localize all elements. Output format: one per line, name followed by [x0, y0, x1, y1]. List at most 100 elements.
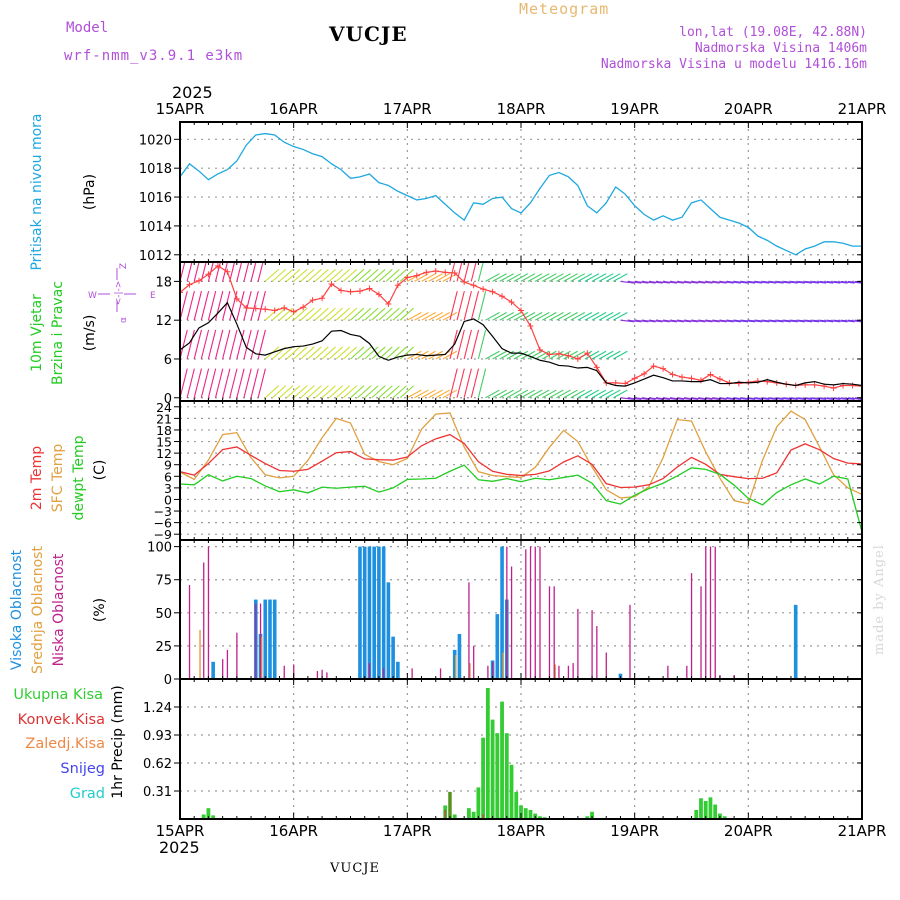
wind-gust-marker: [195, 277, 202, 284]
wind-arrow: [684, 319, 699, 323]
wind-arrow: [783, 319, 798, 323]
wind-gust-marker: [375, 291, 382, 298]
wind-arrow: [186, 368, 195, 398]
precip-total-bar: [703, 800, 708, 819]
cloud-high-bar: [362, 546, 367, 679]
wind-arrow: [819, 397, 834, 400]
cloud-high-bar: [793, 604, 798, 679]
wind-arrow: [534, 389, 550, 399]
wind-arrow: [186, 329, 195, 360]
precip-conv-bar: [449, 791, 451, 819]
wind-gust-marker: [309, 297, 316, 304]
wind-gust-marker: [754, 377, 761, 384]
wind-arrow: [279, 385, 294, 399]
wind-gust-marker: [499, 293, 506, 300]
precip-total-bar: [476, 787, 481, 819]
wind-arrow: [613, 311, 628, 321]
wind-arrow: [705, 397, 720, 400]
precip-total-bar: [519, 805, 523, 819]
temp-dewpt-axis-title: dewpt Temp: [71, 435, 87, 520]
wind-arrow: [378, 385, 393, 399]
precip-unit: 1hr Precip (mm): [110, 685, 126, 798]
wind-arrow: [477, 290, 487, 321]
wind-arrow: [456, 290, 465, 321]
wind-arrow: [456, 368, 465, 398]
wind-arrow: [563, 273, 578, 282]
cloud-low-bar: [411, 668, 413, 679]
pressure-axis-title: Pritisak na nivou mora: [29, 113, 45, 270]
wind-arrow: [620, 319, 635, 323]
wind-arrow: [485, 311, 500, 321]
wind-arrow: [734, 397, 749, 400]
wind-arrow: [442, 389, 458, 399]
wind-arrow: [222, 368, 231, 398]
wind-arrow: [364, 268, 379, 282]
wind-arrow: [655, 280, 670, 284]
wind-arrow: [634, 319, 649, 323]
x-tick-label-bottom: 15APR: [156, 822, 205, 840]
wind-arrow: [755, 280, 770, 284]
cloud-low-bar: [226, 649, 229, 679]
wind-gust-marker: [394, 282, 401, 289]
wind-arrow: [463, 368, 472, 398]
wind-arrow: [456, 329, 465, 360]
cloud-low-bar: [326, 672, 328, 679]
wind-arrow: [343, 385, 358, 399]
wind-arrow: [513, 389, 529, 399]
wind-arrow: [563, 389, 578, 399]
precip-total-bar: [500, 701, 504, 819]
wind-arrow: [549, 389, 564, 399]
wind-gust-marker: [442, 269, 449, 276]
wind-arrow: [719, 319, 734, 323]
wind-gust-marker: [205, 271, 212, 278]
wind-gust-marker: [508, 299, 515, 306]
wind-arrow: [463, 262, 470, 282]
wind-arrow: [762, 280, 777, 284]
precip-total-bar: [504, 733, 509, 819]
cloud-low-bar: [259, 603, 262, 679]
wind-arrow: [499, 273, 514, 282]
cloud-low-bar: [491, 661, 494, 679]
wind-arrow: [421, 389, 436, 399]
wind-arrow: [364, 385, 379, 399]
cloud-low-bar: [383, 668, 385, 679]
wind-arrow: [449, 368, 458, 398]
cloud-low-bar: [468, 582, 470, 679]
wind-gust-marker: [536, 346, 543, 353]
wind-arrow: [207, 329, 217, 360]
cloud-low-bar: [539, 546, 541, 679]
y-tick-label: 12: [155, 314, 172, 329]
wind-arrow: [549, 273, 564, 282]
wind-arrow: [300, 385, 315, 399]
cloud-low-bar: [525, 549, 527, 679]
wind-arrow: [250, 368, 259, 398]
y-tick-label: 100: [147, 541, 172, 556]
wind-arrow: [847, 280, 862, 284]
wind-arrow: [229, 329, 238, 360]
wind-arrow: [307, 268, 322, 282]
y-tick-label: −6: [154, 516, 172, 531]
wind-arrow: [364, 346, 379, 360]
wind-arrow: [605, 273, 621, 282]
wind-gust-marker: [480, 286, 487, 293]
wind-arrow: [314, 268, 329, 282]
wind-arrow: [293, 346, 308, 360]
wind-arrow: [250, 329, 259, 360]
wind-arrow: [840, 319, 855, 323]
precip-total-bar: [211, 815, 216, 819]
wind-arrow: [663, 280, 678, 284]
y-tick-label: 1018: [139, 162, 172, 177]
wind-arrow: [698, 319, 713, 323]
wind-gust-marker: [584, 350, 591, 357]
wind-gust-marker: [555, 350, 562, 357]
wind-arrow: [193, 368, 203, 398]
cloud-low-bar: [534, 546, 536, 679]
wind-arrow: [350, 385, 365, 399]
cloud-low-bar: [506, 546, 508, 679]
cloud-low-bar: [529, 546, 532, 679]
wind-gust-marker: [859, 383, 862, 390]
temp-2m-axis-title: 2m Temp: [29, 446, 45, 510]
wind-arrow: [833, 319, 848, 323]
wind-arrow: [570, 389, 586, 399]
cloud-high-bar: [377, 546, 381, 679]
